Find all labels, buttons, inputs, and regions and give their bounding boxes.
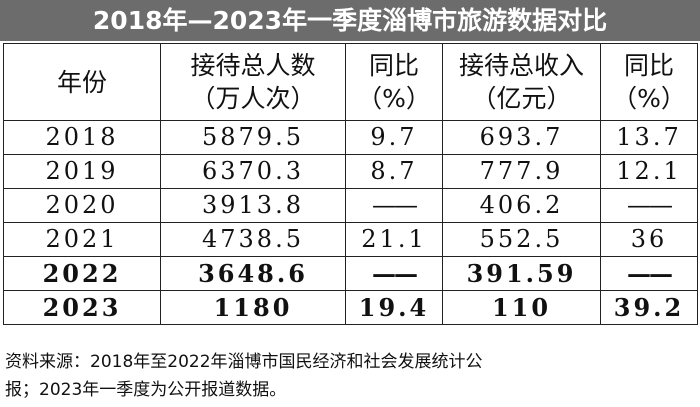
cell-visitors: 5879.5 bbox=[160, 120, 346, 155]
cell-revenue: 552.5 bbox=[442, 222, 601, 257]
cell-visitors-yoy: 8.7 bbox=[345, 154, 443, 189]
cell-revenue: 693.7 bbox=[442, 120, 601, 155]
header-visitors: 接待总人数 （万人次） bbox=[160, 43, 346, 121]
cell-year: 2019 bbox=[3, 154, 161, 189]
cell-year: 2018 bbox=[3, 120, 161, 155]
cell-visitors: 1180 bbox=[160, 290, 346, 325]
cell-visitors: 4738.5 bbox=[160, 222, 346, 257]
cell-revenue: 406.2 bbox=[442, 188, 601, 223]
cell-visitors-yoy: 19.4 bbox=[345, 290, 443, 325]
cell-visitors-yoy: 21.1 bbox=[345, 222, 443, 257]
cell-revenue-yoy: —— bbox=[600, 188, 698, 223]
cell-visitors-yoy: 9.7 bbox=[345, 120, 443, 155]
cell-visitors: 3913.8 bbox=[160, 188, 346, 223]
cell-revenue: 391.59 bbox=[442, 256, 601, 291]
cell-revenue-yoy: 13.7 bbox=[600, 120, 698, 155]
table-row: 2019 6370.3 8.7 777.9 12.1 bbox=[3, 154, 698, 189]
table-row: 2022 3648.6 —— 391.59 —— bbox=[3, 256, 698, 291]
cell-year: 2023 bbox=[3, 290, 161, 325]
header-visitors-yoy: 同比 （%） bbox=[345, 43, 443, 121]
table-row: 2018 5879.5 9.7 693.7 13.7 bbox=[3, 120, 698, 155]
table-header-row: 年份 接待总人数 （万人次） 同比 （%） 接待总收入 （亿元） 同比 （%） bbox=[3, 43, 698, 121]
cell-year: 2022 bbox=[3, 256, 161, 291]
table-row: 2020 3913.8 —— 406.2 —— bbox=[3, 188, 698, 223]
header-revenue-yoy: 同比 （%） bbox=[600, 43, 698, 121]
cell-revenue: 110 bbox=[442, 290, 601, 325]
table-row: 2021 4738.5 21.1 552.5 36 bbox=[3, 222, 698, 257]
cell-visitors: 6370.3 bbox=[160, 154, 346, 189]
source-note-line-1: 资料来源：2018年至2022年淄博市国民经济和社会发展统计公 bbox=[5, 352, 483, 372]
cell-year: 2020 bbox=[3, 188, 161, 223]
source-note: 资料来源：2018年至2022年淄博市国民经济和社会发展统计公 报；2023年一… bbox=[5, 348, 697, 404]
cell-revenue-yoy: 36 bbox=[600, 222, 698, 257]
cell-visitors: 3648.6 bbox=[160, 256, 346, 291]
cell-revenue: 777.9 bbox=[442, 154, 601, 189]
table-row: 2023 1180 19.4 110 39.2 bbox=[3, 290, 698, 325]
cell-revenue-yoy: 12.1 bbox=[600, 154, 698, 189]
header-year: 年份 bbox=[3, 43, 161, 121]
cell-visitors-yoy: —— bbox=[345, 256, 443, 291]
tourism-data-table: 年份 接待总人数 （万人次） 同比 （%） 接待总收入 （亿元） 同比 （%） 2018… bbox=[3, 43, 698, 325]
source-note-line-2: 报；2023年一季度为公开报道数据。 bbox=[5, 380, 287, 400]
page-title: 2018年—2023年一季度淄博市旅游数据对比 bbox=[0, 0, 700, 41]
cell-revenue-yoy: 39.2 bbox=[600, 290, 698, 325]
cell-visitors-yoy: —— bbox=[345, 188, 443, 223]
cell-revenue-yoy: —— bbox=[600, 256, 698, 291]
header-revenue: 接待总收入 （亿元） bbox=[442, 43, 601, 121]
cell-year: 2021 bbox=[3, 222, 161, 257]
